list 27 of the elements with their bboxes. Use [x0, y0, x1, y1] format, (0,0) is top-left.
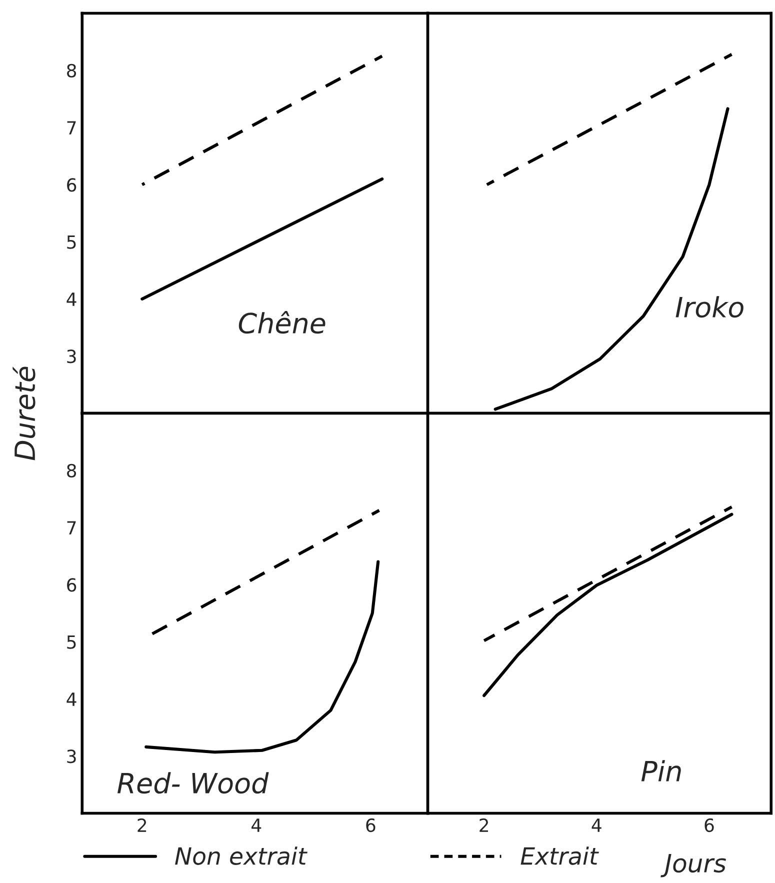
x-tick-label: 6	[704, 818, 714, 832]
legend-label: Non extrait	[175, 846, 308, 865]
y-axis-title: Dureté	[12, 366, 36, 460]
y-tick-label: 4	[66, 292, 76, 306]
y-tick-label: 7	[67, 121, 76, 134]
x-axis-title: Jours	[660, 854, 726, 878]
annotation: Chêne	[238, 311, 326, 334]
y-tick-label: 8	[67, 464, 76, 478]
x-tick-label: 4	[592, 818, 602, 832]
y-tick-label: 6	[67, 178, 76, 192]
y-tick-label: 7	[67, 521, 76, 534]
y-tick-label: 5	[67, 636, 76, 649]
x-tick-label: 2	[480, 818, 488, 832]
y-tick-label: 5	[67, 236, 76, 249]
y-tick-label: 3	[67, 350, 76, 364]
x-tick-label: 4	[252, 818, 262, 832]
y-tick-label: 8	[67, 64, 76, 78]
y-tick-label: 6	[67, 578, 76, 592]
x-tick-label: 6	[366, 818, 376, 832]
legend-label: Extrait	[520, 846, 599, 865]
annotation: Iroko	[676, 296, 744, 318]
y-tick-label: 3	[67, 750, 76, 764]
annotation: Pin	[641, 760, 681, 782]
y-tick-label: 4	[66, 692, 76, 706]
x-tick-label: 2	[138, 818, 146, 832]
line-series	[144, 560, 380, 754]
annotation: Red- Wood	[117, 772, 269, 794]
